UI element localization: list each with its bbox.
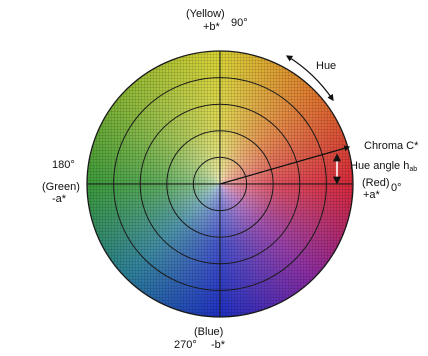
degree-270-label: 270° [174, 339, 197, 351]
degree-90-label: 90° [231, 17, 248, 29]
yellow-name-label: (Yellow) [186, 8, 225, 20]
blue-name-label: (Blue) [194, 326, 224, 338]
plus-b-axis-label: +b* [203, 21, 220, 33]
degree-180-label: 180° [52, 159, 75, 171]
hue-label: Hue [316, 60, 337, 72]
degree-0-label: 0° [391, 182, 402, 194]
minus-a-axis-label: -a* [52, 193, 67, 205]
hue-angle-label: Hue angle hab [350, 160, 417, 176]
hue-angle-label-text: Hue angle h [350, 160, 410, 172]
chroma-label: Chroma C* [364, 140, 419, 152]
green-name-label: (Green) [42, 181, 80, 193]
hue-arc-arrow [285, 55, 334, 102]
red-name-label: (Red) [362, 177, 390, 189]
chroma-vector-arrow [219, 145, 351, 185]
hue-angle-subscript: ab [409, 166, 418, 173]
minus-b-axis-label: -b* [211, 339, 226, 351]
plus-a-axis-label: +a* [363, 189, 380, 201]
